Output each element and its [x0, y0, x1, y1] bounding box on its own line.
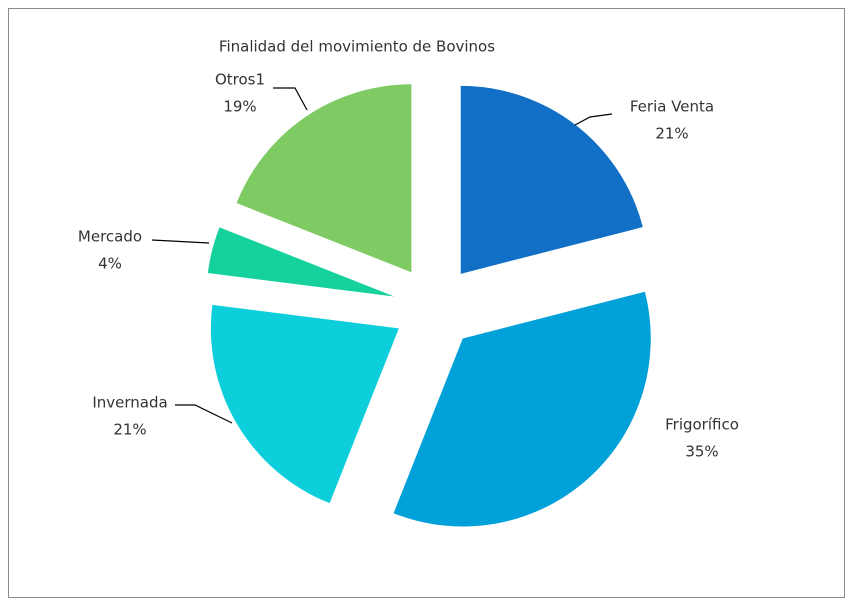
slice-label: Invernada	[92, 394, 167, 412]
leader-line	[151, 239, 210, 244]
chart-title: Finalidad del movimiento de Bovinos	[219, 38, 495, 56]
pie-slice	[207, 227, 395, 297]
slice-value-label: 19%	[223, 98, 256, 116]
leader-line	[175, 404, 233, 424]
pie-slice	[236, 84, 412, 273]
slice-value-label: 21%	[113, 421, 146, 439]
slice-label: Otros1	[215, 71, 265, 89]
slice-value-label: 21%	[655, 125, 688, 143]
pie-slice	[460, 85, 643, 274]
slice-label: Frigorífico	[665, 416, 739, 434]
slice-label: Mercado	[78, 228, 142, 246]
pie-slice	[393, 291, 651, 527]
slice-value-label: 35%	[685, 443, 718, 461]
slice-label: Feria Venta	[630, 98, 714, 116]
leader-line	[574, 113, 613, 126]
pie-slice	[210, 304, 399, 504]
leader-line	[273, 87, 308, 111]
slice-value-label: 4%	[98, 255, 122, 273]
